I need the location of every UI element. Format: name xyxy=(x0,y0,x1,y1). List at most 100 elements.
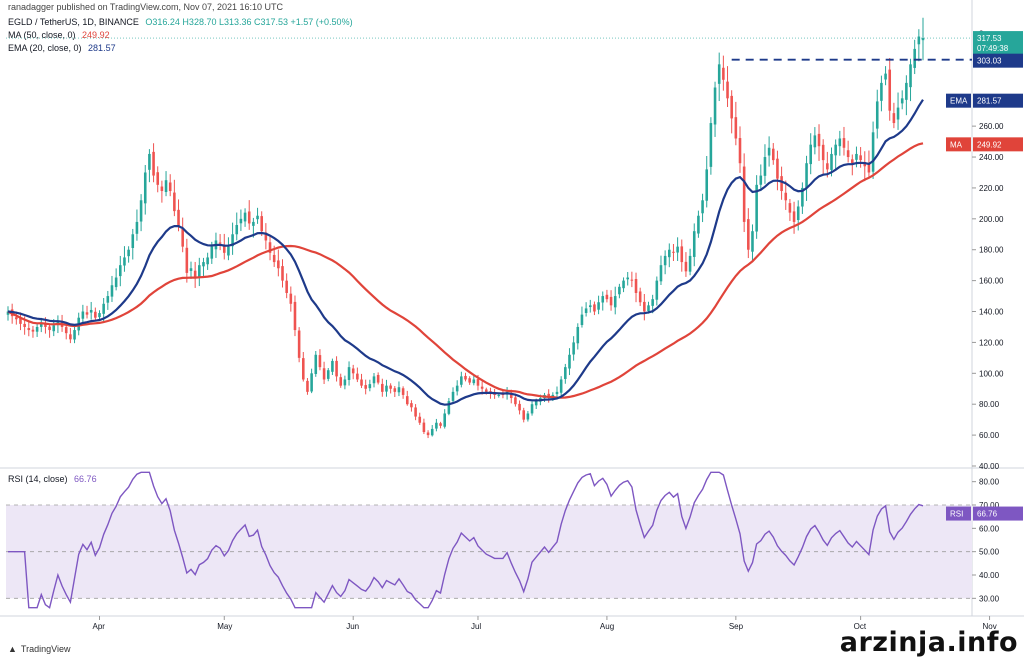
candle-down xyxy=(356,367,359,383)
candle-up xyxy=(148,149,151,183)
candle-body xyxy=(422,422,426,433)
candle-body xyxy=(784,192,788,201)
candle-up xyxy=(189,261,193,279)
candle-up xyxy=(119,255,122,287)
candle-down xyxy=(634,272,638,303)
candle-down xyxy=(414,404,417,421)
candle-up xyxy=(343,375,347,390)
candle-up xyxy=(834,139,837,171)
candle-down xyxy=(19,312,22,331)
candle-up xyxy=(755,175,758,239)
candle-body xyxy=(52,325,56,332)
candle-body xyxy=(306,380,309,392)
candle-body xyxy=(410,403,413,408)
candle-body xyxy=(713,87,717,125)
candle-down xyxy=(364,379,367,395)
candle-body xyxy=(173,192,176,212)
candle-down xyxy=(518,400,521,415)
candle-body xyxy=(405,396,409,405)
candle-down xyxy=(468,376,471,385)
time-tick-label: Aug xyxy=(600,622,614,631)
candle-body xyxy=(900,98,904,104)
candle-down xyxy=(643,294,646,321)
candle-body xyxy=(830,153,833,170)
rsi-legend[interactable]: RSI (14, close) 66.76 xyxy=(8,474,97,484)
candle-down xyxy=(780,166,783,200)
candle-down xyxy=(730,90,733,134)
candle-body xyxy=(747,219,750,250)
candle-down xyxy=(842,126,846,156)
candle-body xyxy=(414,407,417,417)
candle-body xyxy=(580,314,584,326)
watermark: arzinja.info xyxy=(839,627,1018,658)
candle-body xyxy=(593,304,596,312)
candle-body xyxy=(430,428,434,436)
candle-down xyxy=(268,235,272,261)
rsi-line xyxy=(8,471,924,609)
candle-down xyxy=(181,217,184,253)
candle-down xyxy=(293,295,297,337)
candle-down xyxy=(27,321,31,337)
candle-body xyxy=(913,48,916,68)
candle-body xyxy=(81,311,85,319)
candle-body xyxy=(235,225,239,235)
candle-up xyxy=(838,130,842,156)
candle-body xyxy=(139,200,143,222)
candle-body xyxy=(135,221,139,234)
candle-down xyxy=(788,199,792,221)
candle-up xyxy=(435,418,438,432)
candle-down xyxy=(747,208,750,259)
price-tick-label: 220.00 xyxy=(979,184,1004,193)
candle-body xyxy=(281,266,284,281)
ema-legend[interactable]: EMA (20, close, 0) 281.57 xyxy=(8,43,116,53)
candle-body xyxy=(622,280,625,289)
resistance-marker-bg xyxy=(973,53,1023,68)
candle-down xyxy=(609,290,613,311)
price-tick-label: 260.00 xyxy=(979,122,1004,131)
candle-body xyxy=(310,373,313,392)
candle-body xyxy=(368,384,372,389)
candle-body xyxy=(64,327,68,334)
candle-up xyxy=(921,17,925,61)
candle-down xyxy=(360,373,363,389)
candle-up xyxy=(35,323,39,337)
candle-body xyxy=(880,82,883,101)
candle-body xyxy=(564,367,567,379)
candle-up xyxy=(572,336,575,361)
candle-up xyxy=(239,209,243,232)
candle-body xyxy=(763,157,767,176)
candle-down xyxy=(289,286,293,312)
candle-body xyxy=(742,166,746,222)
candle-body xyxy=(15,317,18,320)
candle-body xyxy=(526,413,530,420)
candle-body xyxy=(143,172,147,204)
ma-legend[interactable]: MA (50, close, 0) 249.92 xyxy=(8,30,110,40)
candle-body xyxy=(838,138,842,147)
candle-down xyxy=(389,383,392,394)
pair-name: EGLD / TetherUS, 1D, BINANCE xyxy=(8,17,139,27)
candle-down xyxy=(160,180,164,203)
candle-up xyxy=(663,250,667,275)
candle-body xyxy=(597,302,600,310)
candle-body xyxy=(247,211,251,224)
candle-up xyxy=(235,212,239,241)
rsi-tick-label: 40.00 xyxy=(979,571,1000,580)
candle-body xyxy=(335,360,338,377)
candle-up xyxy=(559,376,563,399)
candle-body xyxy=(73,330,76,340)
candle-body xyxy=(875,101,879,129)
candle-up xyxy=(368,379,372,392)
candle-up xyxy=(347,361,351,386)
candle-body xyxy=(318,355,322,368)
candle-body xyxy=(572,342,575,355)
candle-body xyxy=(252,221,255,226)
candle-body xyxy=(69,334,72,340)
candle-up xyxy=(206,252,209,270)
candle-up xyxy=(331,358,334,376)
candle-up xyxy=(127,246,130,263)
ma-legend-label: MA (50, close, 0) xyxy=(8,30,76,40)
candle-down xyxy=(247,200,251,230)
candle-body xyxy=(730,95,733,119)
candle-up xyxy=(809,133,812,175)
